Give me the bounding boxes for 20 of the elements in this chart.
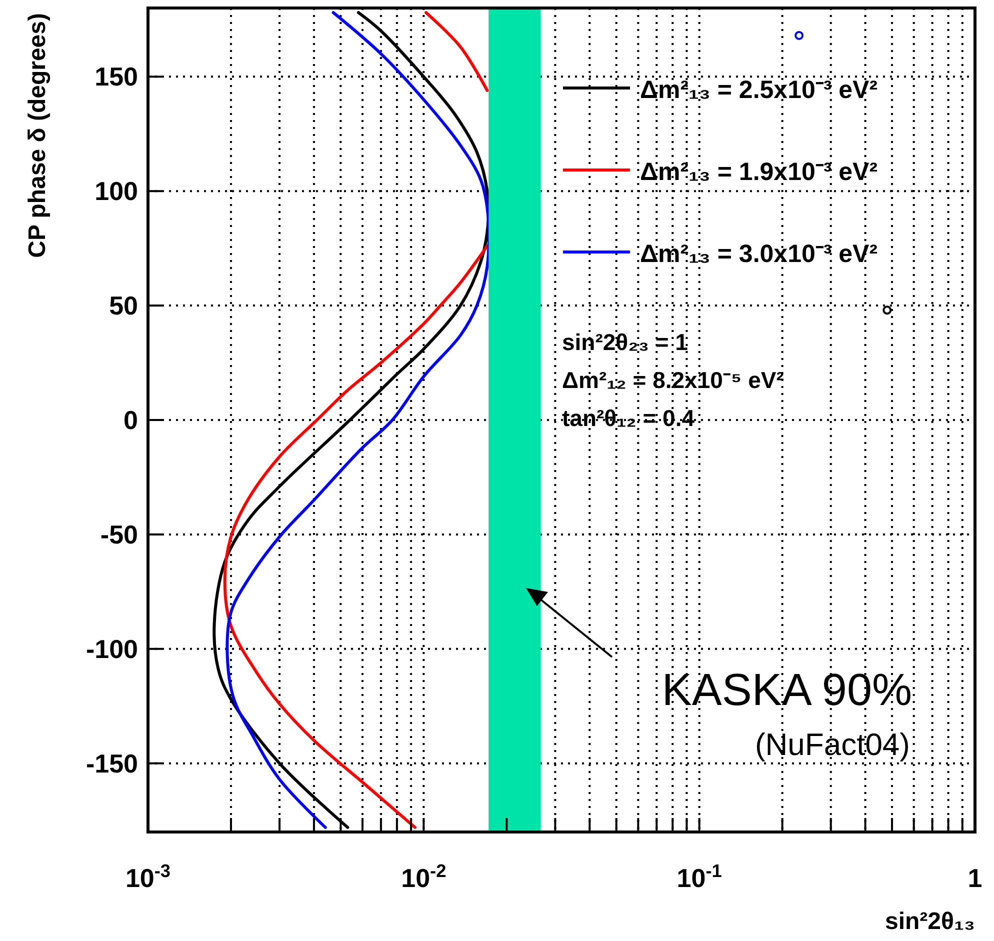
y-tick-label: 50 <box>109 290 138 321</box>
x-tick-label: 10$^{-3}$ <box>125 861 171 893</box>
annotation: sin²2θ₂₃ = 1 <box>562 329 688 355</box>
y-tick-label: -150 <box>86 748 138 778</box>
y-tick-label: -50 <box>100 519 138 550</box>
y-tick-label: 150 <box>94 62 138 92</box>
x-tick-label: 10$^{-1}$ <box>676 861 722 893</box>
x-axis-title: sin²2θ₁₃ <box>884 908 975 935</box>
legend-label: Δm²₁₃ = 1.9x10⁻³ eV² <box>640 158 878 186</box>
y-tick-label: 100 <box>94 176 138 206</box>
annotation: (NuFact04) <box>754 727 910 762</box>
legend-label: Δm²₁₃ = 2.5x10⁻³ eV² <box>640 76 878 104</box>
x-tick-label: 10$^{-2}$ <box>401 861 446 893</box>
annotation: Δm²₁₂ = 8.2x10⁻⁵ eV² <box>562 367 784 393</box>
y-tick-label: -100 <box>86 634 138 664</box>
band-label: KASKA 90% <box>662 664 912 715</box>
legend-label: Δm²₁₃ = 3.0x10⁻³ eV² <box>640 240 878 268</box>
y-tick-label: 0 <box>124 405 138 435</box>
x-tick-label: 1 <box>968 863 982 893</box>
y-axis-title: CP phase δ (degrees) <box>24 13 51 258</box>
